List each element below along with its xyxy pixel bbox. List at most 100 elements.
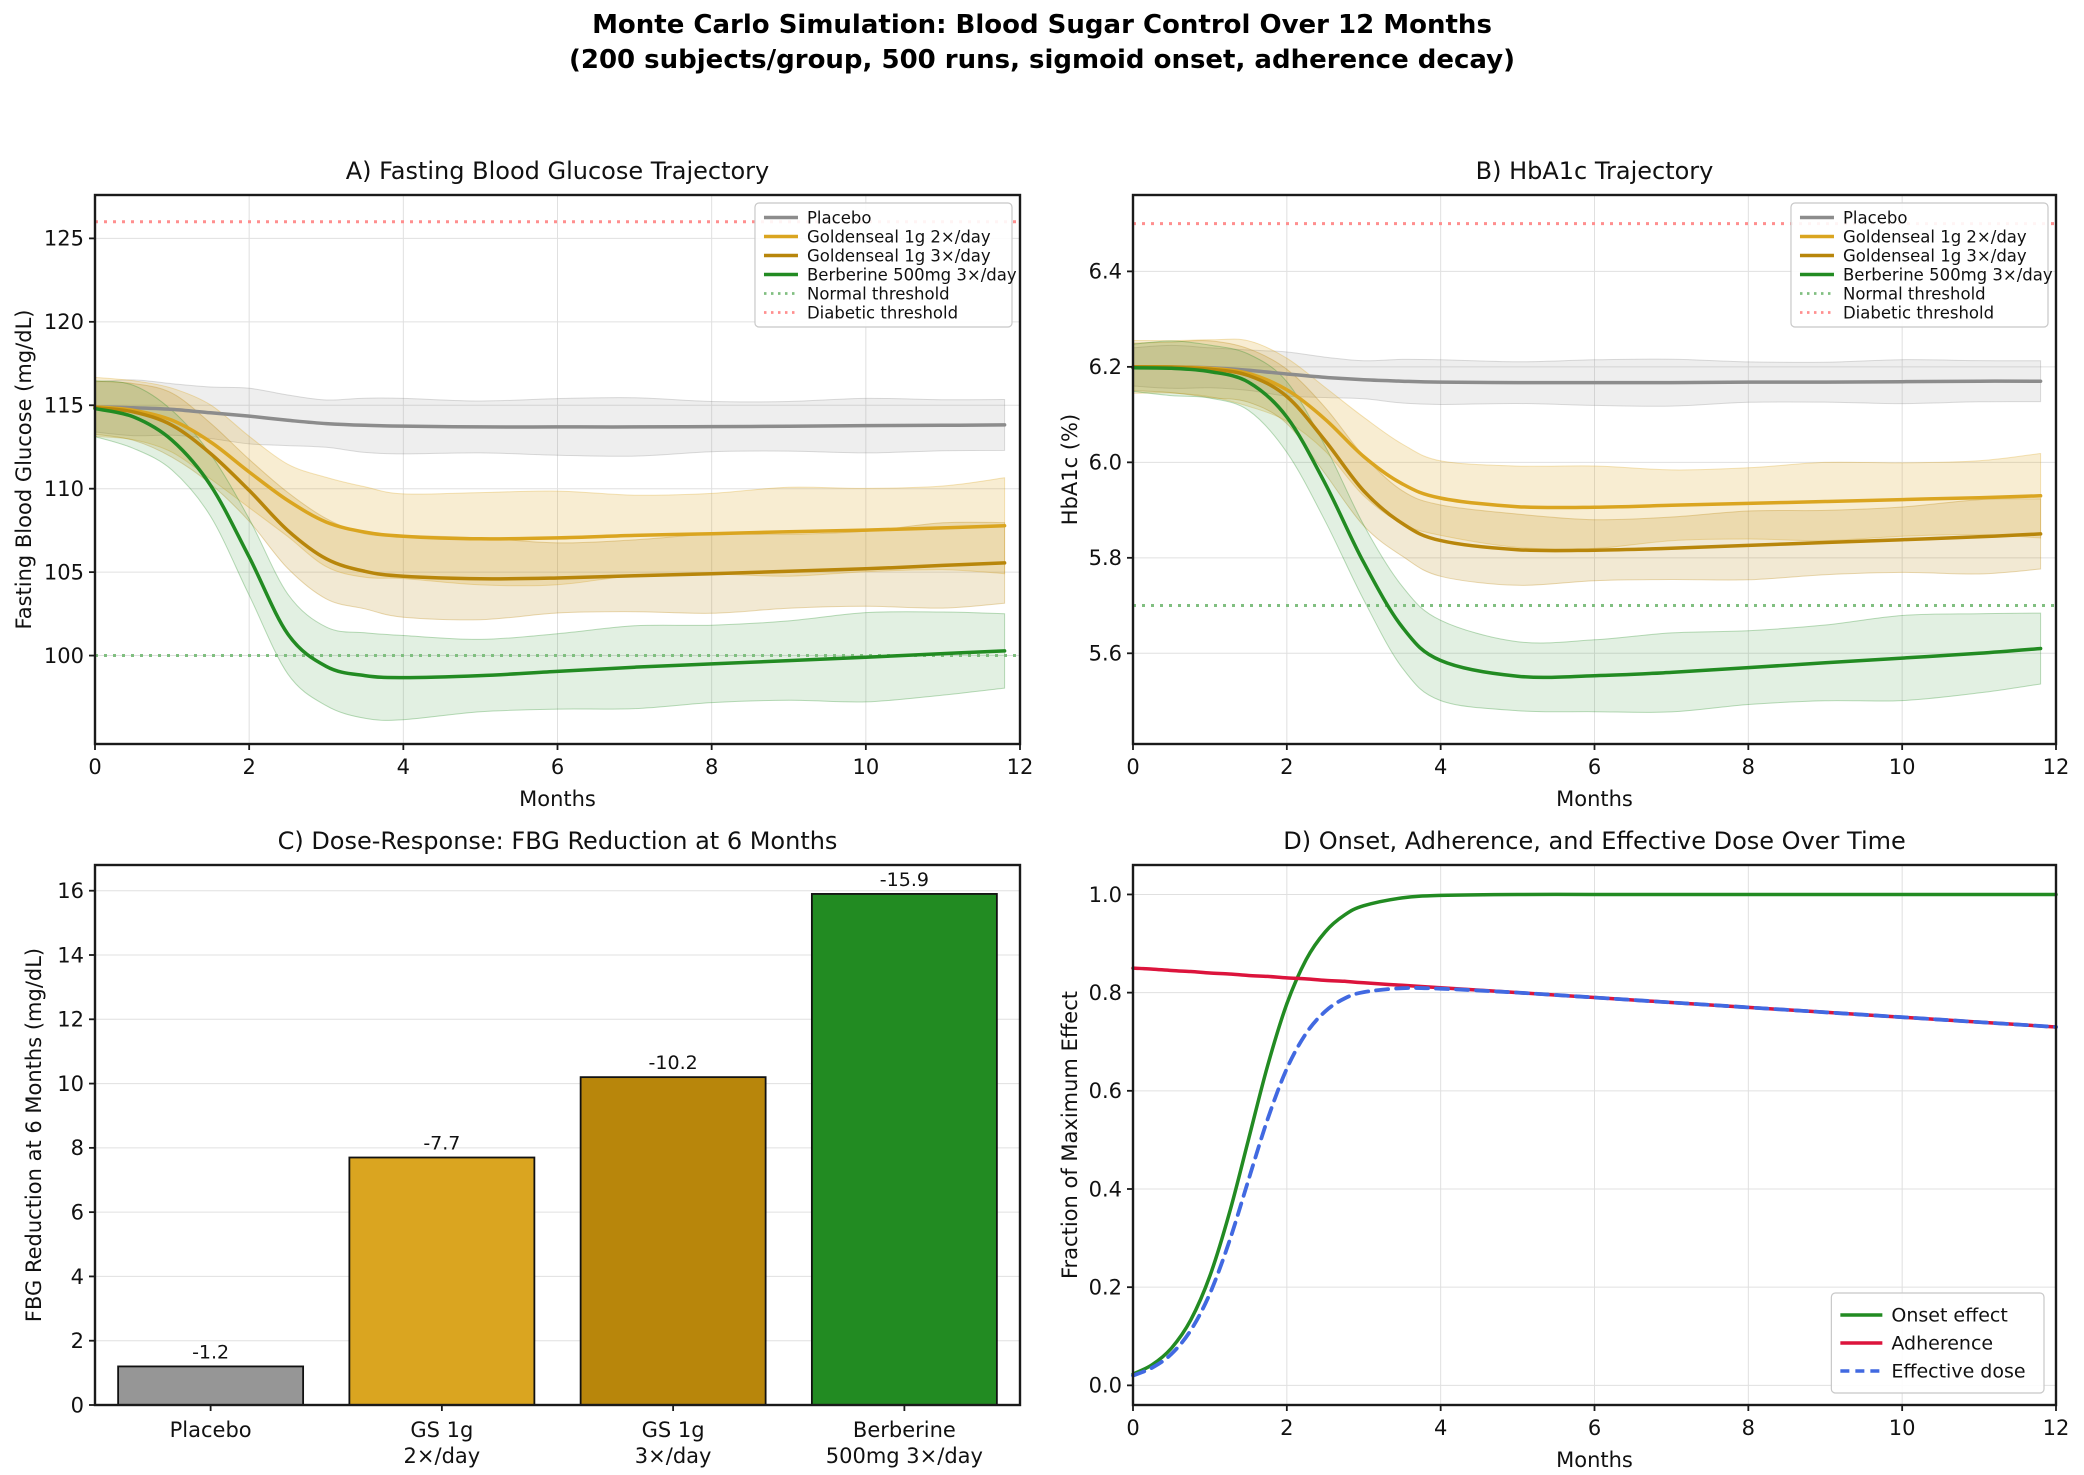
fbg-title: A) Fasting Blood Glucose Trajectory bbox=[346, 157, 770, 185]
bars-ytick-label: 8 bbox=[71, 1136, 84, 1160]
hba1c-xtick-label: 4 bbox=[1434, 755, 1447, 779]
hba1c-legend-label-goldenseal-1g-3-day: Goldenseal 1g 3×/day bbox=[1843, 246, 2027, 265]
dose-xtick-label: 8 bbox=[1742, 1416, 1755, 1440]
fbg-band-placebo bbox=[94, 379, 1006, 457]
fbg-xlabel: Months bbox=[519, 787, 596, 811]
hba1c-ylabel: HbA1c (%) bbox=[1058, 414, 1082, 525]
fbg-ylabel: Fasting Blood Glucose (mg/dL) bbox=[12, 310, 36, 630]
bars-category-label: 3×/day bbox=[635, 1444, 712, 1468]
bars-bar-placebo bbox=[117, 1365, 305, 1406]
hba1c-legend-label-diabetic-threshold: Diabetic threshold bbox=[1843, 303, 1994, 322]
fbg-ytick-label: 125 bbox=[44, 227, 84, 251]
dose-ytick-label: 1.0 bbox=[1089, 883, 1122, 907]
hba1c-band-goldenseal-1g-3-day bbox=[1132, 340, 2042, 586]
fbg-xtick-label: 8 bbox=[705, 755, 718, 779]
fbg-ytick-label: 105 bbox=[44, 560, 84, 584]
dose-ytick-label: 0.4 bbox=[1089, 1177, 1122, 1201]
bars-bar-value: -10.2 bbox=[649, 1052, 698, 1074]
hba1c-chart: 0 2 4 6 8 10 12 5.6 5.8 6.0 6.2 6.4 B) HbA1c Traject… bbox=[1058, 157, 2069, 811]
dose-ytick-label: 0.8 bbox=[1089, 981, 1122, 1005]
dose-xtick-label: 2 bbox=[1280, 1416, 1293, 1440]
fbg-line-placebo bbox=[93, 405, 1007, 429]
hba1c-xtick-label: 12 bbox=[2043, 755, 2070, 779]
dose-legend-label-effective-dose: Effective dose bbox=[1891, 1361, 2025, 1383]
fbg-xtick-label: 0 bbox=[88, 755, 101, 779]
fbg-xtick-label: 10 bbox=[852, 755, 879, 779]
hba1c-ytick-label: 5.6 bbox=[1089, 642, 1122, 666]
bars-bar-gs-1g-3-day bbox=[579, 1076, 767, 1406]
panel-hba1c-trajectory: 0 2 4 6 8 10 12 5.6 5.8 6.0 6.2 6.4 B) HbA1c Traject… bbox=[1058, 157, 2069, 811]
fbg-line-berberine-500mg-3-day bbox=[93, 406, 1007, 680]
hba1c-xtick-label: 0 bbox=[1126, 755, 1139, 779]
dose-legend-label-adherence: Adherence bbox=[1891, 1333, 1993, 1355]
hba1c-xlabel: Months bbox=[1556, 787, 1633, 811]
bars-category-label: GS 1g bbox=[642, 1418, 705, 1442]
bars-category-label: Placebo bbox=[170, 1418, 252, 1442]
bars-bar-value: -15.9 bbox=[880, 869, 929, 891]
hba1c-legend-label-goldenseal-1g-2-day: Goldenseal 1g 2×/day bbox=[1843, 227, 2027, 246]
fbg-ytick-label: 120 bbox=[44, 310, 84, 334]
panel-onset-adherence: 0 2 4 6 8 10 12 0.0 0.2 0.4 0.6 0.8 1.0 D) Onset, Adh… bbox=[1058, 827, 2069, 1472]
hba1c-ytick-label: 6.2 bbox=[1089, 355, 1122, 379]
fbg-line-goldenseal-1g-2-day bbox=[93, 405, 1007, 541]
dose-chart: 0 2 4 6 8 10 12 0.0 0.2 0.4 0.6 0.8 1.0 D) Onset, Adh… bbox=[1058, 827, 2069, 1472]
dose-legend: Onset effect Adherence Effective dose bbox=[1830, 1292, 2045, 1394]
dose-xlabel: Months bbox=[1556, 1448, 1633, 1472]
hba1c-xtick-label: 10 bbox=[1889, 755, 1916, 779]
hba1c-title: B) HbA1c Trajectory bbox=[1476, 157, 1714, 185]
fbg-ytick-label: 100 bbox=[44, 644, 84, 668]
hba1c-band-placebo bbox=[1132, 344, 2042, 407]
hba1c-xtick-label: 2 bbox=[1280, 755, 1293, 779]
dose-line-onset-effect bbox=[1131, 892, 2058, 1376]
panel-dose-response-bars: -1.2 -7.7 -10.2 -15.9 Placebo GS 1g 2×/day GS 1… bbox=[22, 827, 1022, 1468]
fbg-xtick-label: 4 bbox=[397, 755, 410, 779]
fbg-legend-label-placebo: Placebo bbox=[807, 208, 871, 227]
dose-xtick-label: 6 bbox=[1588, 1416, 1601, 1440]
fbg-xtick-label: 6 bbox=[551, 755, 564, 779]
hba1c-band-berberine-500mg-3-day bbox=[1132, 340, 2042, 713]
bars-category-label: 2×/day bbox=[404, 1444, 481, 1468]
fbg-legend-label-goldenseal-1g-3-day: Goldenseal 1g 3×/day bbox=[807, 246, 991, 265]
bars-category-label: 500mg 3×/day bbox=[826, 1444, 983, 1468]
panel-fbg-trajectory: 0 2 4 6 8 10 12 100 105 110 115 120 125 A) Fasting Bl… bbox=[12, 157, 1033, 811]
bars-ytick-label: 10 bbox=[57, 1072, 84, 1096]
hba1c-legend-label-placebo: Placebo bbox=[1843, 208, 1907, 227]
dose-xtick-label: 4 bbox=[1434, 1416, 1447, 1440]
hba1c-ytick-label: 5.8 bbox=[1089, 546, 1122, 570]
dose-ytick-label: 0.2 bbox=[1089, 1276, 1122, 1300]
hba1c-bands bbox=[1132, 338, 2042, 713]
dose-ytick-label: 0.0 bbox=[1089, 1374, 1122, 1398]
fbg-legend-label-diabetic-threshold: Diabetic threshold bbox=[807, 303, 958, 322]
figure-title: Monte Carlo Simulation: Blood Sugar Cont… bbox=[0, 8, 2084, 78]
hba1c-line-placebo bbox=[1131, 365, 2043, 385]
fbg-xtick-label: 2 bbox=[242, 755, 255, 779]
hba1c-ytick-label: 6.4 bbox=[1089, 260, 1122, 284]
dose-line-effective-dose bbox=[1131, 986, 2058, 1378]
fbg-band-berberine-500mg-3-day bbox=[94, 380, 1006, 721]
bars-title: C) Dose-Response: FBG Reduction at 6 Mon… bbox=[278, 827, 838, 855]
dose-line-adherence bbox=[1131, 966, 2058, 1029]
fbg-chart: 0 2 4 6 8 10 12 100 105 110 115 120 125 A) Fasting Bl… bbox=[12, 157, 1033, 811]
dose-legend-label-onset-effect: Onset effect bbox=[1891, 1305, 2007, 1327]
bars-ytick-label: 6 bbox=[71, 1200, 84, 1224]
bars-ytick-label: 12 bbox=[57, 1008, 84, 1032]
fbg-legend-label-goldenseal-1g-2-day: Goldenseal 1g 2×/day bbox=[807, 227, 991, 246]
hba1c-band-goldenseal-1g-2-day bbox=[1132, 338, 2042, 550]
bars-bar-value: -1.2 bbox=[192, 1341, 229, 1363]
bars-ytick-label: 2 bbox=[71, 1329, 84, 1353]
dose-ytick-label: 0.6 bbox=[1089, 1079, 1122, 1103]
bars-ylabel: FBG Reduction at 6 Months (mg/dL) bbox=[22, 948, 46, 1322]
fbg-bands bbox=[94, 376, 1006, 721]
dose-xtick-label: 0 bbox=[1126, 1416, 1139, 1440]
bars-category-label: Berberine bbox=[853, 1418, 956, 1442]
hba1c-line-goldenseal-1g-3-day bbox=[1131, 365, 2043, 553]
figure-title-line2: (200 subjects/group, 500 runs, sigmoid o… bbox=[568, 45, 1516, 75]
bars-bar-gs-1g-2-day bbox=[348, 1156, 536, 1406]
bars-ytick-label: 14 bbox=[57, 943, 84, 967]
hba1c-ytick-label: 6.0 bbox=[1089, 451, 1122, 475]
bars-ytick-label: 16 bbox=[57, 879, 84, 903]
dose-ylabel: Fraction of Maximum Effect bbox=[1058, 991, 1082, 1279]
bars-bar-berberine-500mg-3-day bbox=[810, 893, 998, 1406]
